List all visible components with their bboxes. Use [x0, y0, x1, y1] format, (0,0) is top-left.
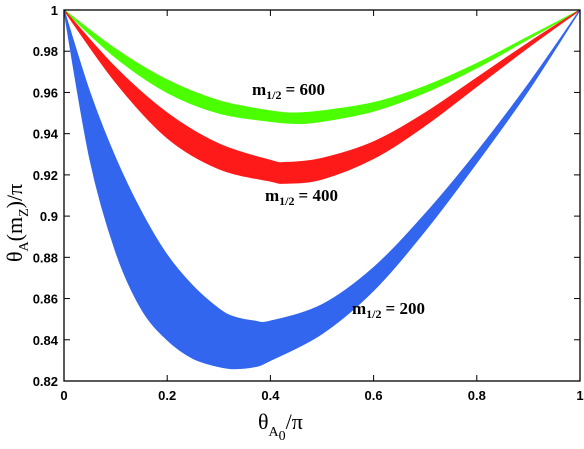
band-label-600-main: m	[252, 80, 266, 99]
band-series-2	[63, 9, 581, 370]
x-tick-label-3: 0.6	[365, 388, 383, 403]
y-tick-label-8: 0.98	[33, 44, 58, 59]
x-axis-title-base: θ	[258, 409, 269, 434]
plot-frame	[63, 9, 581, 382]
band-label-400-main: m	[265, 186, 279, 205]
x-axis-title-sub: A	[269, 425, 280, 440]
band-label-200-value: = 200	[386, 299, 425, 318]
ticks-layer: 0 0.2 0.4 0.6 0.8 1 0.82 0.84 0.86 0.88 0.9 0.92 0.9…	[33, 3, 584, 403]
band-series-1	[63, 9, 581, 184]
band-label-600: m1/2 = 600	[252, 80, 325, 102]
y-tick-label-1: 0.84	[33, 333, 59, 348]
y-tick-label-9: 1	[51, 3, 58, 18]
band-label-200: m1/2 = 200	[352, 299, 425, 321]
y-tick-label-3: 0.88	[33, 250, 58, 265]
band-label-200-main: m	[352, 299, 366, 318]
y-axis-title-paren-sub: Z	[17, 208, 32, 217]
y-axis-title-base: θ	[2, 251, 27, 262]
y-tick-label-4: 0.9	[40, 209, 58, 224]
y-tick-label-7: 0.96	[33, 85, 58, 100]
y-tick-label-6: 0.94	[33, 127, 59, 142]
x-tick-label-0: 0	[60, 388, 67, 403]
y-tick-label-2: 0.86	[33, 292, 58, 307]
y-axis-title-sub: A	[17, 240, 32, 251]
x-tick-label-5: 1	[576, 388, 583, 403]
x-tick-label-2: 0.4	[261, 388, 280, 403]
band-label-400: m1/2 = 400	[265, 186, 338, 208]
band-label-200-sub: 1/2	[366, 307, 381, 321]
y-axis-title-paren-open: (m	[2, 217, 27, 241]
x-axis-title: θA0/π	[258, 409, 303, 444]
x-tick-label-4: 0.8	[468, 388, 486, 403]
y-tick-label-5: 0.92	[33, 168, 58, 183]
y-axis-title-paren-close: )/π	[2, 184, 27, 209]
band-label-600-value: = 600	[286, 80, 325, 99]
x-tick-label-1: 0.2	[158, 388, 176, 403]
band-label-600-sub: 1/2	[266, 88, 281, 102]
x-axis-title-rest: /π	[286, 409, 303, 434]
band-label-400-value: = 400	[299, 186, 338, 205]
x-axis-title-subsub: 0	[279, 429, 286, 444]
y-tick-label-0: 0.82	[33, 374, 58, 389]
band-label-400-sub: 1/2	[279, 194, 294, 208]
y-axis-title: θA(mZ)/π	[2, 184, 32, 262]
